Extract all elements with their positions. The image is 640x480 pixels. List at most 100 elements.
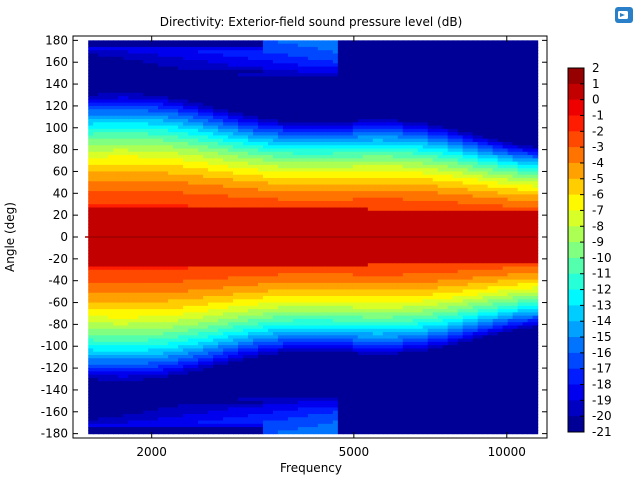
heatmap-cell xyxy=(243,325,249,330)
heatmap-cell xyxy=(93,361,99,366)
heatmap-cell xyxy=(223,328,229,333)
heatmap-cell xyxy=(267,400,274,405)
heatmap-cell xyxy=(188,282,194,287)
heatmap-cell xyxy=(248,60,254,64)
heatmap-cell xyxy=(93,161,99,166)
heatmap-cell xyxy=(123,63,129,68)
heatmap-cell xyxy=(188,410,194,415)
heatmap-cell xyxy=(198,292,204,297)
heatmap-cell xyxy=(193,79,199,84)
heatmap-cell xyxy=(88,309,94,313)
heatmap-cell xyxy=(173,230,179,235)
heatmap-cell xyxy=(98,423,104,428)
heatmap-cell xyxy=(267,381,274,386)
heatmap-cell xyxy=(88,381,94,386)
heatmap-cell xyxy=(188,138,194,143)
heatmap-cell xyxy=(98,207,104,212)
heatmap-cell xyxy=(128,40,134,45)
heatmap-cell xyxy=(248,273,254,277)
heatmap-cell xyxy=(133,112,139,117)
heatmap-cell xyxy=(287,200,294,205)
heatmap-cell xyxy=(138,351,144,356)
heatmap-cell xyxy=(272,394,279,399)
heatmap-cell xyxy=(178,56,184,61)
heatmap-cell xyxy=(113,164,119,169)
heatmap-cell xyxy=(253,286,259,291)
heatmap-cell xyxy=(138,151,144,156)
heatmap-cell xyxy=(183,168,189,173)
heatmap-cell xyxy=(243,214,249,218)
heatmap-cell xyxy=(208,168,214,173)
heatmap-cell xyxy=(168,184,174,189)
heatmap-cell xyxy=(103,92,109,97)
heatmap-cell xyxy=(128,387,134,392)
heatmap-cell xyxy=(188,220,194,225)
heatmap-cell xyxy=(158,141,164,146)
heatmap-cell xyxy=(233,423,239,428)
heatmap-cell xyxy=(93,332,99,336)
heatmap-cell xyxy=(113,276,119,281)
heatmap-cell xyxy=(292,246,299,251)
heatmap-cell xyxy=(158,240,164,245)
heatmap-cell xyxy=(223,302,229,307)
heatmap-cell xyxy=(243,145,249,150)
heatmap-cell xyxy=(198,407,204,412)
heatmap-cell xyxy=(168,279,174,284)
heatmap-cell xyxy=(228,364,234,369)
heatmap-cell xyxy=(257,125,264,130)
heatmap-cell xyxy=(178,96,184,100)
heatmap-cell xyxy=(158,315,164,320)
heatmap-cell xyxy=(183,115,189,120)
heatmap-cell xyxy=(277,223,284,228)
heatmap-cell xyxy=(103,273,109,277)
heatmap-cell xyxy=(128,200,134,205)
heatmap-cell xyxy=(183,164,189,169)
heatmap-cell xyxy=(108,220,114,225)
heatmap-cell xyxy=(277,423,284,428)
heatmap-cell xyxy=(272,338,279,343)
heatmap-cell xyxy=(193,341,199,346)
heatmap-cell xyxy=(173,141,179,146)
heatmap-cell xyxy=(173,197,179,202)
heatmap-cell xyxy=(228,151,234,156)
heatmap-cell xyxy=(168,282,174,287)
heatmap-cell xyxy=(133,223,139,228)
heatmap-cell xyxy=(123,315,129,320)
heatmap-cell xyxy=(113,305,119,310)
heatmap-cell xyxy=(228,181,234,186)
heatmap-cell xyxy=(153,276,159,281)
heatmap-cell xyxy=(257,259,264,264)
heatmap-cell xyxy=(292,46,299,51)
heatmap-cell xyxy=(118,361,124,366)
heatmap-cell xyxy=(113,46,119,51)
heatmap-cell xyxy=(173,289,179,294)
heatmap-cell xyxy=(213,374,219,379)
heatmap-cell xyxy=(143,361,149,366)
heatmap-cell xyxy=(118,266,124,271)
heatmap-cell xyxy=(282,332,289,336)
heatmap-cell xyxy=(238,348,244,353)
heatmap-cell xyxy=(267,86,274,91)
heatmap-cell xyxy=(123,122,129,127)
heatmap-cell xyxy=(93,158,99,163)
heatmap-cell xyxy=(223,364,229,369)
heatmap-cell xyxy=(243,289,249,294)
heatmap-cell xyxy=(133,286,139,291)
heatmap-cell xyxy=(88,69,94,74)
heatmap-cell xyxy=(168,387,174,392)
heatmap-cell xyxy=(208,132,214,137)
heatmap-cell xyxy=(118,417,124,422)
heatmap-cell xyxy=(277,217,284,222)
heatmap-cell xyxy=(233,122,239,127)
heatmap-cell xyxy=(208,230,214,235)
heatmap-cell xyxy=(98,200,104,205)
heatmap-cell xyxy=(223,53,229,58)
heatmap-cell xyxy=(98,43,104,48)
heatmap-cell xyxy=(143,282,149,287)
heatmap-cell xyxy=(108,227,114,232)
heatmap-cell xyxy=(103,171,109,176)
heatmap-cell xyxy=(93,427,99,431)
heatmap-cell xyxy=(103,132,109,137)
heatmap-cell xyxy=(218,178,224,182)
heatmap-cell xyxy=(88,325,94,330)
